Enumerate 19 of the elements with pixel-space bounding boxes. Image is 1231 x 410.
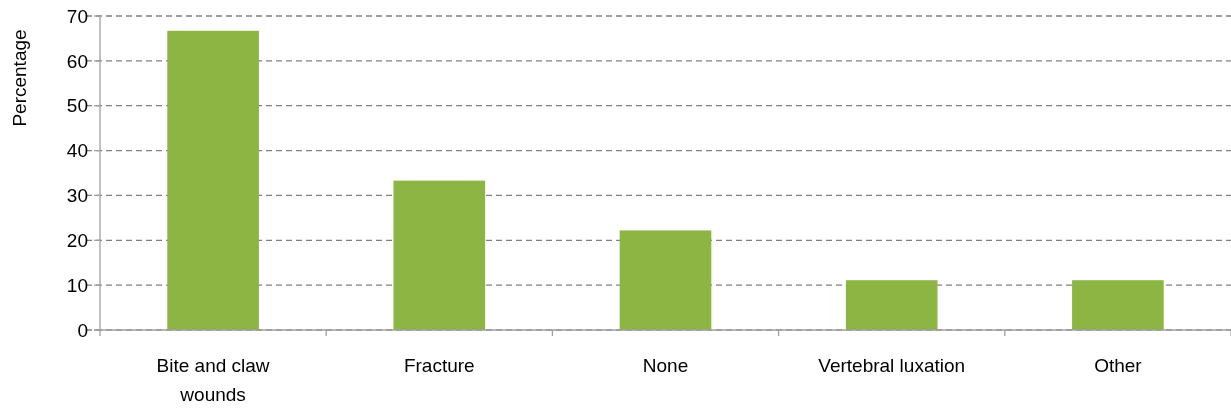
y-tick-label: 50 bbox=[66, 95, 88, 117]
bar bbox=[845, 280, 938, 330]
bar bbox=[393, 180, 486, 330]
y-tick-label: 60 bbox=[66, 50, 88, 72]
bar bbox=[167, 30, 259, 330]
y-axis-title: Percentage bbox=[9, 29, 30, 127]
x-tick-label: Other bbox=[1094, 355, 1143, 376]
x-tick-label: Bite and claw wounds bbox=[156, 355, 270, 405]
bar bbox=[1072, 280, 1164, 330]
y-tick-label: 30 bbox=[66, 185, 88, 207]
bar bbox=[619, 230, 712, 330]
y-tick-label: 10 bbox=[66, 274, 88, 296]
y-tick-label: 0 bbox=[77, 319, 88, 341]
y-tick-label: 70 bbox=[66, 5, 88, 27]
x-tick-label: Fracture bbox=[403, 355, 475, 376]
y-tick-label: 40 bbox=[66, 140, 88, 162]
x-tick-label: Vertebral luxation bbox=[818, 355, 966, 376]
x-tick-label: None bbox=[642, 355, 689, 376]
y-tick-label: 20 bbox=[66, 229, 88, 251]
